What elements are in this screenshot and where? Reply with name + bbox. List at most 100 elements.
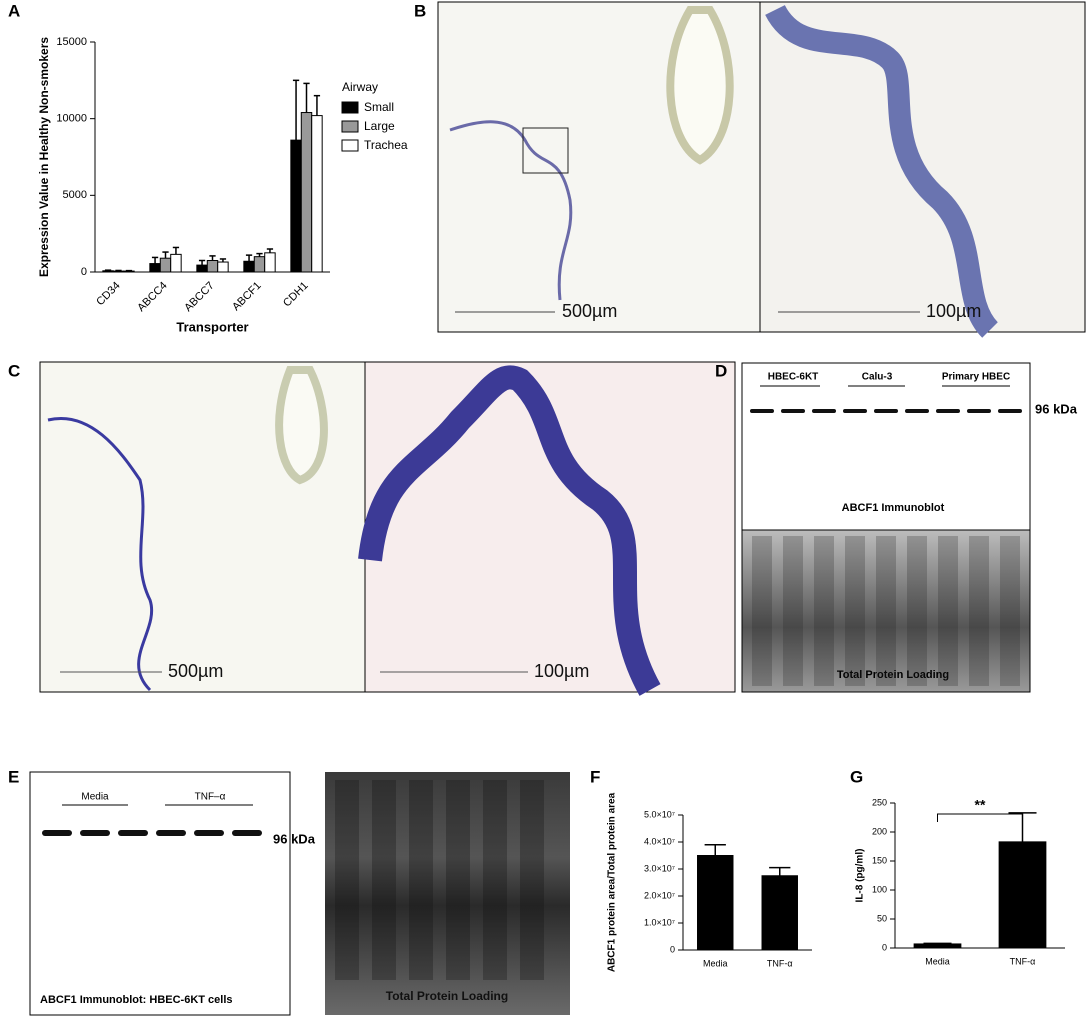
y-axis-label: Expression Value in Healthy Non-smokers xyxy=(37,37,51,277)
bar xyxy=(300,112,313,273)
bar xyxy=(112,270,125,273)
scale-label: 500µm xyxy=(168,661,223,681)
y-axis-label: IL-8 (pg/ml) xyxy=(855,849,866,903)
bar xyxy=(243,260,255,273)
band xyxy=(812,409,836,413)
protein-loading-blot xyxy=(741,529,1031,693)
blot-caption: Total Protein Loading xyxy=(837,669,949,681)
vessel xyxy=(275,366,328,485)
band xyxy=(998,409,1022,413)
band xyxy=(843,409,867,413)
legend-swatch xyxy=(341,139,359,152)
lane xyxy=(1000,536,1020,686)
legend-label: Trachea xyxy=(364,138,408,152)
vessel xyxy=(666,6,734,165)
epithelium xyxy=(765,4,999,338)
band xyxy=(967,409,991,413)
legend-label: Large xyxy=(364,119,395,133)
legend-title: Airway xyxy=(342,80,378,94)
lane xyxy=(520,780,544,980)
y-tick-label: 2.0×10⁷ xyxy=(644,890,675,900)
band xyxy=(905,409,929,413)
y-tick-label: 200 xyxy=(872,826,887,836)
y-tick-label: 3.0×10⁷ xyxy=(644,863,675,873)
y-tick-label: 1.0×10⁷ xyxy=(644,917,675,927)
lane xyxy=(845,536,865,686)
lane xyxy=(446,780,470,980)
band xyxy=(156,830,186,836)
significance-bracket xyxy=(937,813,1023,822)
x-tick-label: Media xyxy=(925,956,950,966)
lane-group: Media xyxy=(81,792,109,803)
x-tick-label: CDH1 xyxy=(281,280,311,310)
x-tick-label: ABCC4 xyxy=(135,280,169,314)
y-tick-label: 5.0×10⁷ xyxy=(644,809,675,819)
panel-letter: C xyxy=(8,361,20,380)
lane xyxy=(409,780,433,980)
band xyxy=(194,830,224,836)
lane xyxy=(752,536,772,686)
panel-labels: A B C D E F G xyxy=(8,1,863,786)
lane xyxy=(483,780,507,980)
y-tick-label: 250 xyxy=(872,797,887,807)
scale-labels: 500µm 100µm 500µm 100µm xyxy=(168,301,981,681)
band xyxy=(232,830,262,836)
lane xyxy=(969,536,989,686)
bar xyxy=(102,270,114,273)
marker-label: 96 kDa xyxy=(1035,401,1078,416)
bar xyxy=(264,252,276,273)
bar xyxy=(761,875,798,951)
bar xyxy=(290,139,302,273)
x-tick-label: Media xyxy=(703,958,728,968)
lane xyxy=(335,780,359,980)
panel-letter: F xyxy=(590,767,600,786)
bar xyxy=(159,257,172,273)
lane xyxy=(876,536,896,686)
lane xyxy=(814,536,834,686)
epithelium xyxy=(358,365,661,696)
band xyxy=(781,409,805,413)
lane-group: Primary HBEC xyxy=(942,372,1010,383)
lane-group: TNF–α xyxy=(195,792,226,803)
bar xyxy=(697,855,734,951)
band xyxy=(42,830,72,836)
y-axis-label: ABCF1 protein area/Total protein area xyxy=(607,792,618,972)
annotation: ** xyxy=(975,797,986,813)
band xyxy=(80,830,110,836)
x-tick-label: ABCC7 xyxy=(182,280,216,314)
blot-caption: ABCF1 Immunoblot: HBEC-6KT cells xyxy=(40,994,233,1006)
band xyxy=(750,409,774,413)
x-tick-label: CD34 xyxy=(94,280,122,308)
x-tick-label: ABCF1 xyxy=(230,280,264,314)
lane xyxy=(783,536,803,686)
tissue-outline xyxy=(47,417,154,692)
y-tick-label: 0 xyxy=(882,942,887,952)
band xyxy=(936,409,960,413)
y-tick-label: 15000 xyxy=(56,36,87,48)
protein-loading-blot xyxy=(325,772,570,1015)
scale-label: 100µm xyxy=(926,301,981,321)
bar xyxy=(253,256,266,273)
band xyxy=(874,409,898,413)
lane-group: Calu-3 xyxy=(862,372,893,383)
bar xyxy=(206,260,219,273)
inset-box xyxy=(522,127,569,174)
bar xyxy=(170,253,182,273)
scale-label: 500µm xyxy=(562,301,617,321)
x-tick-label: TNF-α xyxy=(1010,956,1036,966)
blot-labels: HBEC-6KT Calu-3 Primary HBEC 96 kDa ABCF… xyxy=(40,372,1078,1006)
blot-caption: Total Protein Loading xyxy=(386,989,508,1003)
scale-label: 100µm xyxy=(534,661,589,681)
legend-swatch xyxy=(341,101,359,114)
y-tick-label: 5000 xyxy=(63,189,87,201)
bar xyxy=(311,115,323,273)
bar xyxy=(149,263,161,273)
lane xyxy=(938,536,958,686)
x-axis-label: Transporter xyxy=(176,319,248,334)
y-tick-label: 0 xyxy=(81,266,87,278)
y-tick-label: 10000 xyxy=(56,113,87,125)
blot-caption: ABCF1 Immunoblot xyxy=(842,502,945,514)
panel-letter: B xyxy=(414,1,426,20)
